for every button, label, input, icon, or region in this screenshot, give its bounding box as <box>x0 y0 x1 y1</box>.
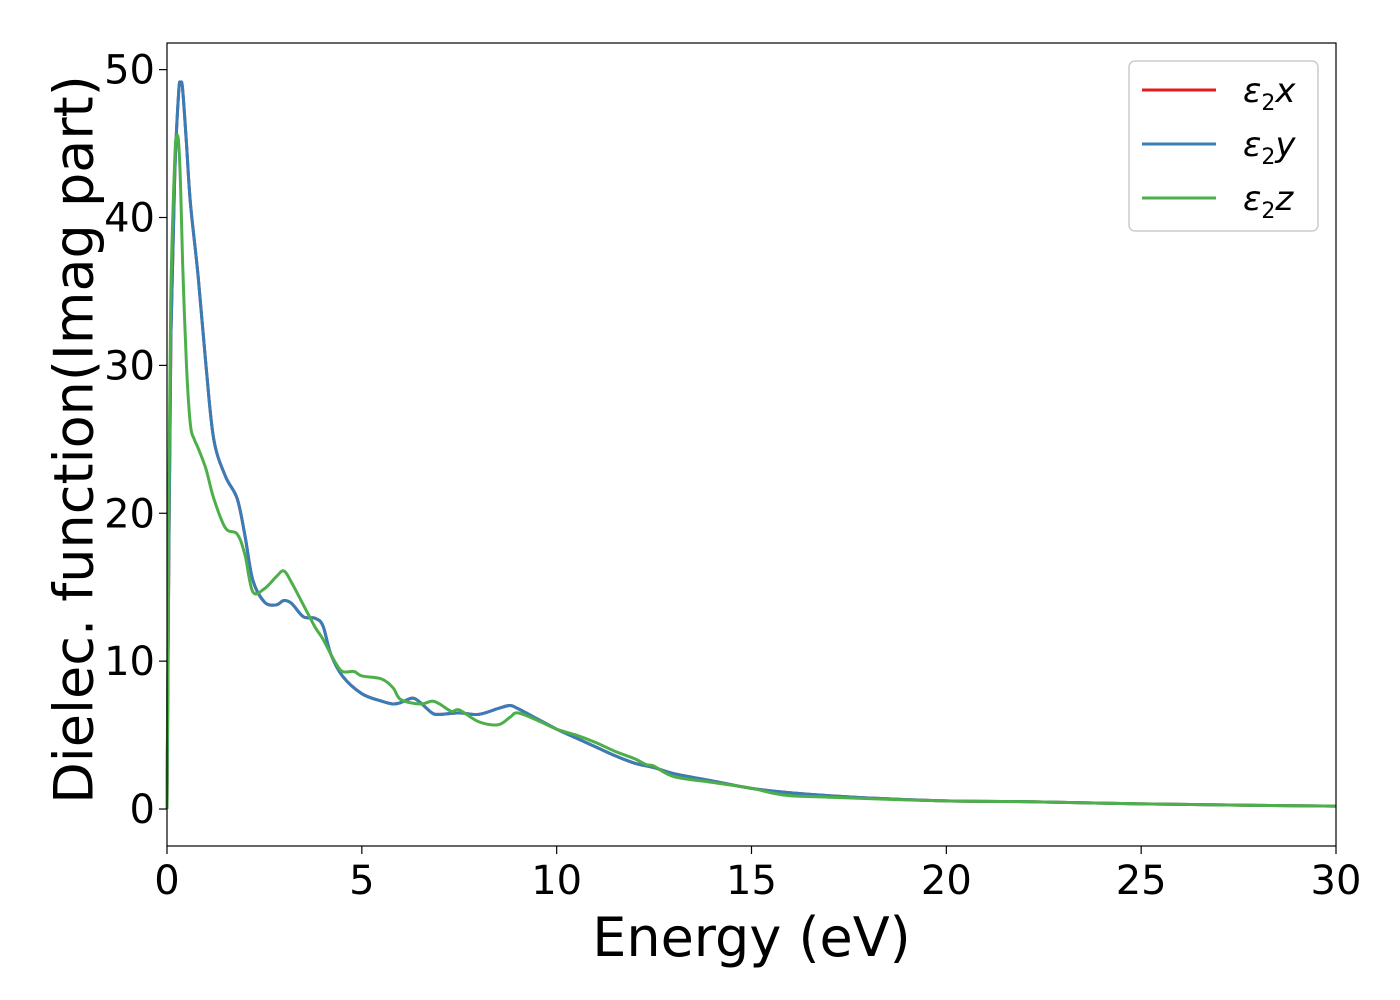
legend-items: ε2x ε2y ε2z <box>1142 71 1296 224</box>
y-tick-label: 20 <box>104 491 155 537</box>
x-tick-label: 30 <box>1311 858 1362 904</box>
y-tick-label: 50 <box>104 48 155 94</box>
legend-item-x: ε2x <box>1142 71 1296 116</box>
x-tick-label: 5 <box>349 858 374 904</box>
series-layer <box>165 80 1337 810</box>
x-axis-title: Energy (eV) <box>592 906 911 969</box>
y-tick-label: 0 <box>130 787 155 833</box>
plot-area <box>165 42 1337 847</box>
legend-label: ε2y <box>1243 125 1296 170</box>
legend-label: ε2z <box>1243 179 1294 224</box>
series-line-z <box>165 133 1337 810</box>
legend-box <box>1128 60 1319 232</box>
legend-label: ε2x <box>1243 71 1296 116</box>
y-tick-label: 40 <box>104 196 155 242</box>
legend: ε2x ε2y ε2z <box>1128 60 1319 232</box>
y-axis-title: Dielec. function(Imag part) <box>43 75 106 804</box>
x-tick-label: 20 <box>921 858 972 904</box>
legend-item-y: ε2y <box>1142 125 1296 170</box>
y-tick-label: 30 <box>104 343 155 389</box>
x-tick-label: 0 <box>154 858 179 904</box>
x-axis-ticks: 0 5 10 15 20 25 30 <box>154 846 1361 904</box>
legend-item-z: ε2z <box>1142 179 1294 224</box>
x-tick-label: 10 <box>531 858 582 904</box>
x-tick-label: 25 <box>1116 858 1167 904</box>
y-axis-ticks: 0 10 20 30 40 50 <box>104 48 167 833</box>
x-tick-label: 15 <box>726 858 777 904</box>
y-tick-label: 10 <box>104 639 155 685</box>
